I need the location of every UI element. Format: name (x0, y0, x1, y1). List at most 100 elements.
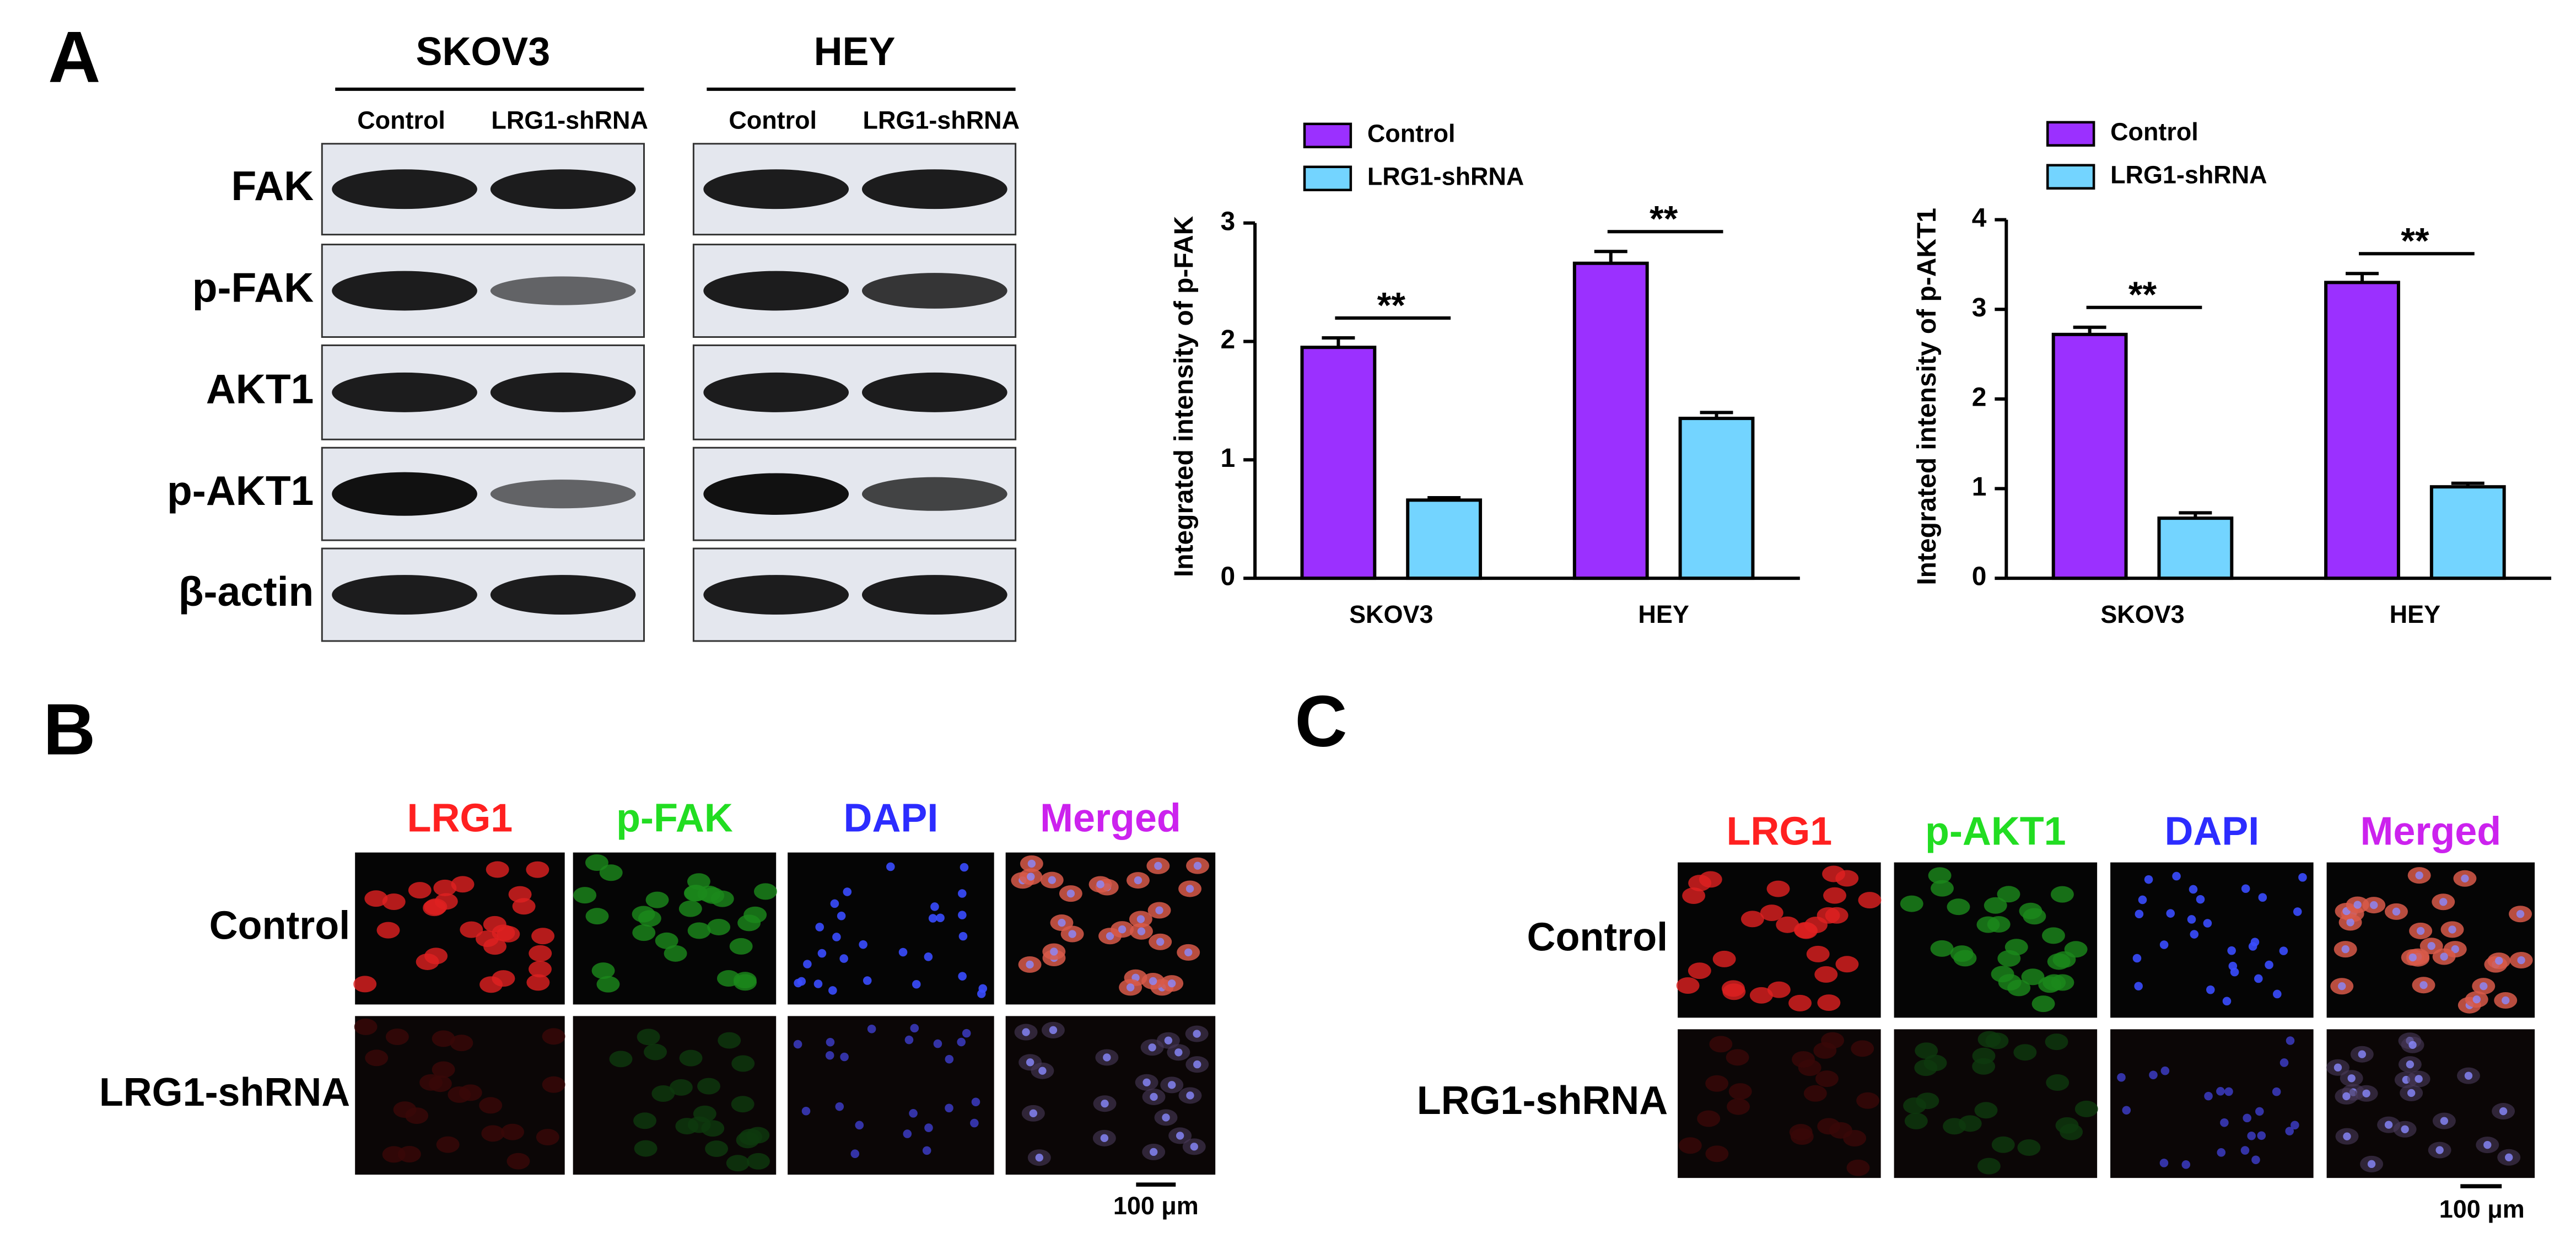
cell (1977, 1031, 2001, 1048)
nucleus (936, 913, 945, 923)
nucleus (1126, 983, 1135, 992)
nucleus (957, 1037, 966, 1047)
cell (483, 916, 506, 933)
scale-bar-label: 100 μm (1113, 1192, 1199, 1220)
cell (501, 1123, 525, 1140)
cell (734, 974, 757, 991)
x-tick-label: SKOV3 (1349, 600, 1433, 628)
cell (2013, 1044, 2037, 1061)
legend-label: Control (1367, 120, 1456, 148)
nucleus (1193, 1060, 1201, 1069)
bar (1406, 498, 1483, 580)
nucleus (958, 972, 967, 981)
cell (634, 1140, 658, 1157)
cell (697, 1078, 720, 1095)
nucleus (2342, 1092, 2351, 1101)
nucleus (1148, 1043, 1156, 1052)
blot-band (703, 473, 849, 515)
x-tick-label: HEY (2390, 600, 2440, 628)
cell (1688, 962, 1711, 979)
nucleus (2255, 1107, 2264, 1116)
nucleus (1050, 947, 1058, 956)
cell (633, 1112, 657, 1129)
cell (2017, 1139, 2041, 1156)
panel-label: C (1295, 681, 1347, 762)
nucleus (2343, 1132, 2351, 1140)
blot-band (861, 273, 1007, 309)
micrograph (1894, 862, 2098, 1018)
cell (405, 1107, 429, 1124)
cell (1709, 1036, 1733, 1053)
cell (1851, 1040, 1874, 1057)
nucleus (1035, 1154, 1043, 1162)
nucleus (2166, 909, 2175, 918)
nucleus (2334, 1063, 2342, 1072)
nucleus (2435, 1146, 2444, 1154)
nucleus (2227, 946, 2236, 955)
nucleus (2461, 874, 2469, 882)
nucleus (815, 923, 824, 932)
condition-label: Control (729, 106, 817, 134)
cell (419, 1074, 443, 1091)
cell (1817, 1118, 1841, 1135)
channel-label: Merged (2361, 810, 2502, 854)
blot-band (703, 575, 849, 615)
cell (2046, 1074, 2070, 1091)
nucleus (817, 949, 827, 958)
nucleus (2279, 946, 2288, 955)
nucleus (2138, 895, 2147, 905)
error-bar (2346, 272, 2379, 283)
nucleus (2448, 925, 2456, 934)
nucleus (958, 932, 968, 941)
cell (542, 1028, 565, 1045)
nucleus (2132, 954, 2142, 963)
cell (408, 882, 432, 899)
cell (1977, 1158, 2001, 1175)
cell (1817, 994, 1841, 1011)
nucleus (1048, 876, 1056, 884)
nucleus (2293, 907, 2302, 916)
bar (1678, 417, 1755, 580)
nucleus (1049, 1026, 1058, 1035)
nucleus (1100, 1134, 1109, 1143)
nucleus (2384, 1121, 2393, 1129)
cell (2041, 927, 2065, 944)
cell (448, 1086, 471, 1103)
nucleus (971, 1097, 980, 1107)
nucleus (2464, 1072, 2473, 1080)
nucleus (2204, 1091, 2213, 1101)
cell (451, 876, 475, 893)
error-bar (1700, 411, 1733, 419)
cell-line-label: SKOV3 (416, 30, 551, 74)
nucleus (1029, 1109, 1038, 1118)
nucleus (1058, 918, 1066, 927)
nucleus (1134, 876, 1143, 885)
cell (651, 1085, 675, 1102)
y-tick-label: 3 (1220, 207, 1235, 236)
cell (1958, 1115, 1982, 1132)
nucleus (2257, 1131, 2266, 1140)
nucleus (2502, 996, 2510, 1005)
blot-band (490, 372, 636, 412)
nucleus (2181, 1160, 2191, 1169)
cell (1760, 905, 1783, 922)
nucleus (2408, 953, 2417, 962)
nucleus (2144, 875, 2153, 884)
nucleus (1155, 906, 1163, 914)
cell (599, 864, 623, 881)
nucleus (1137, 927, 1146, 935)
nucleus (2495, 956, 2503, 965)
cell (486, 861, 509, 878)
cell (1953, 950, 1977, 967)
cell (1803, 1085, 1827, 1102)
cell (376, 922, 400, 939)
cell (536, 1129, 559, 1146)
nucleus (2216, 1087, 2225, 1096)
cell (705, 1140, 729, 1158)
nucleus (1136, 915, 1145, 923)
nucleus (945, 1054, 954, 1064)
nucleus (2117, 1073, 2126, 1082)
protein-label: p-AKT1 (167, 467, 314, 514)
cell (1766, 880, 1790, 897)
cell (1814, 966, 1838, 983)
